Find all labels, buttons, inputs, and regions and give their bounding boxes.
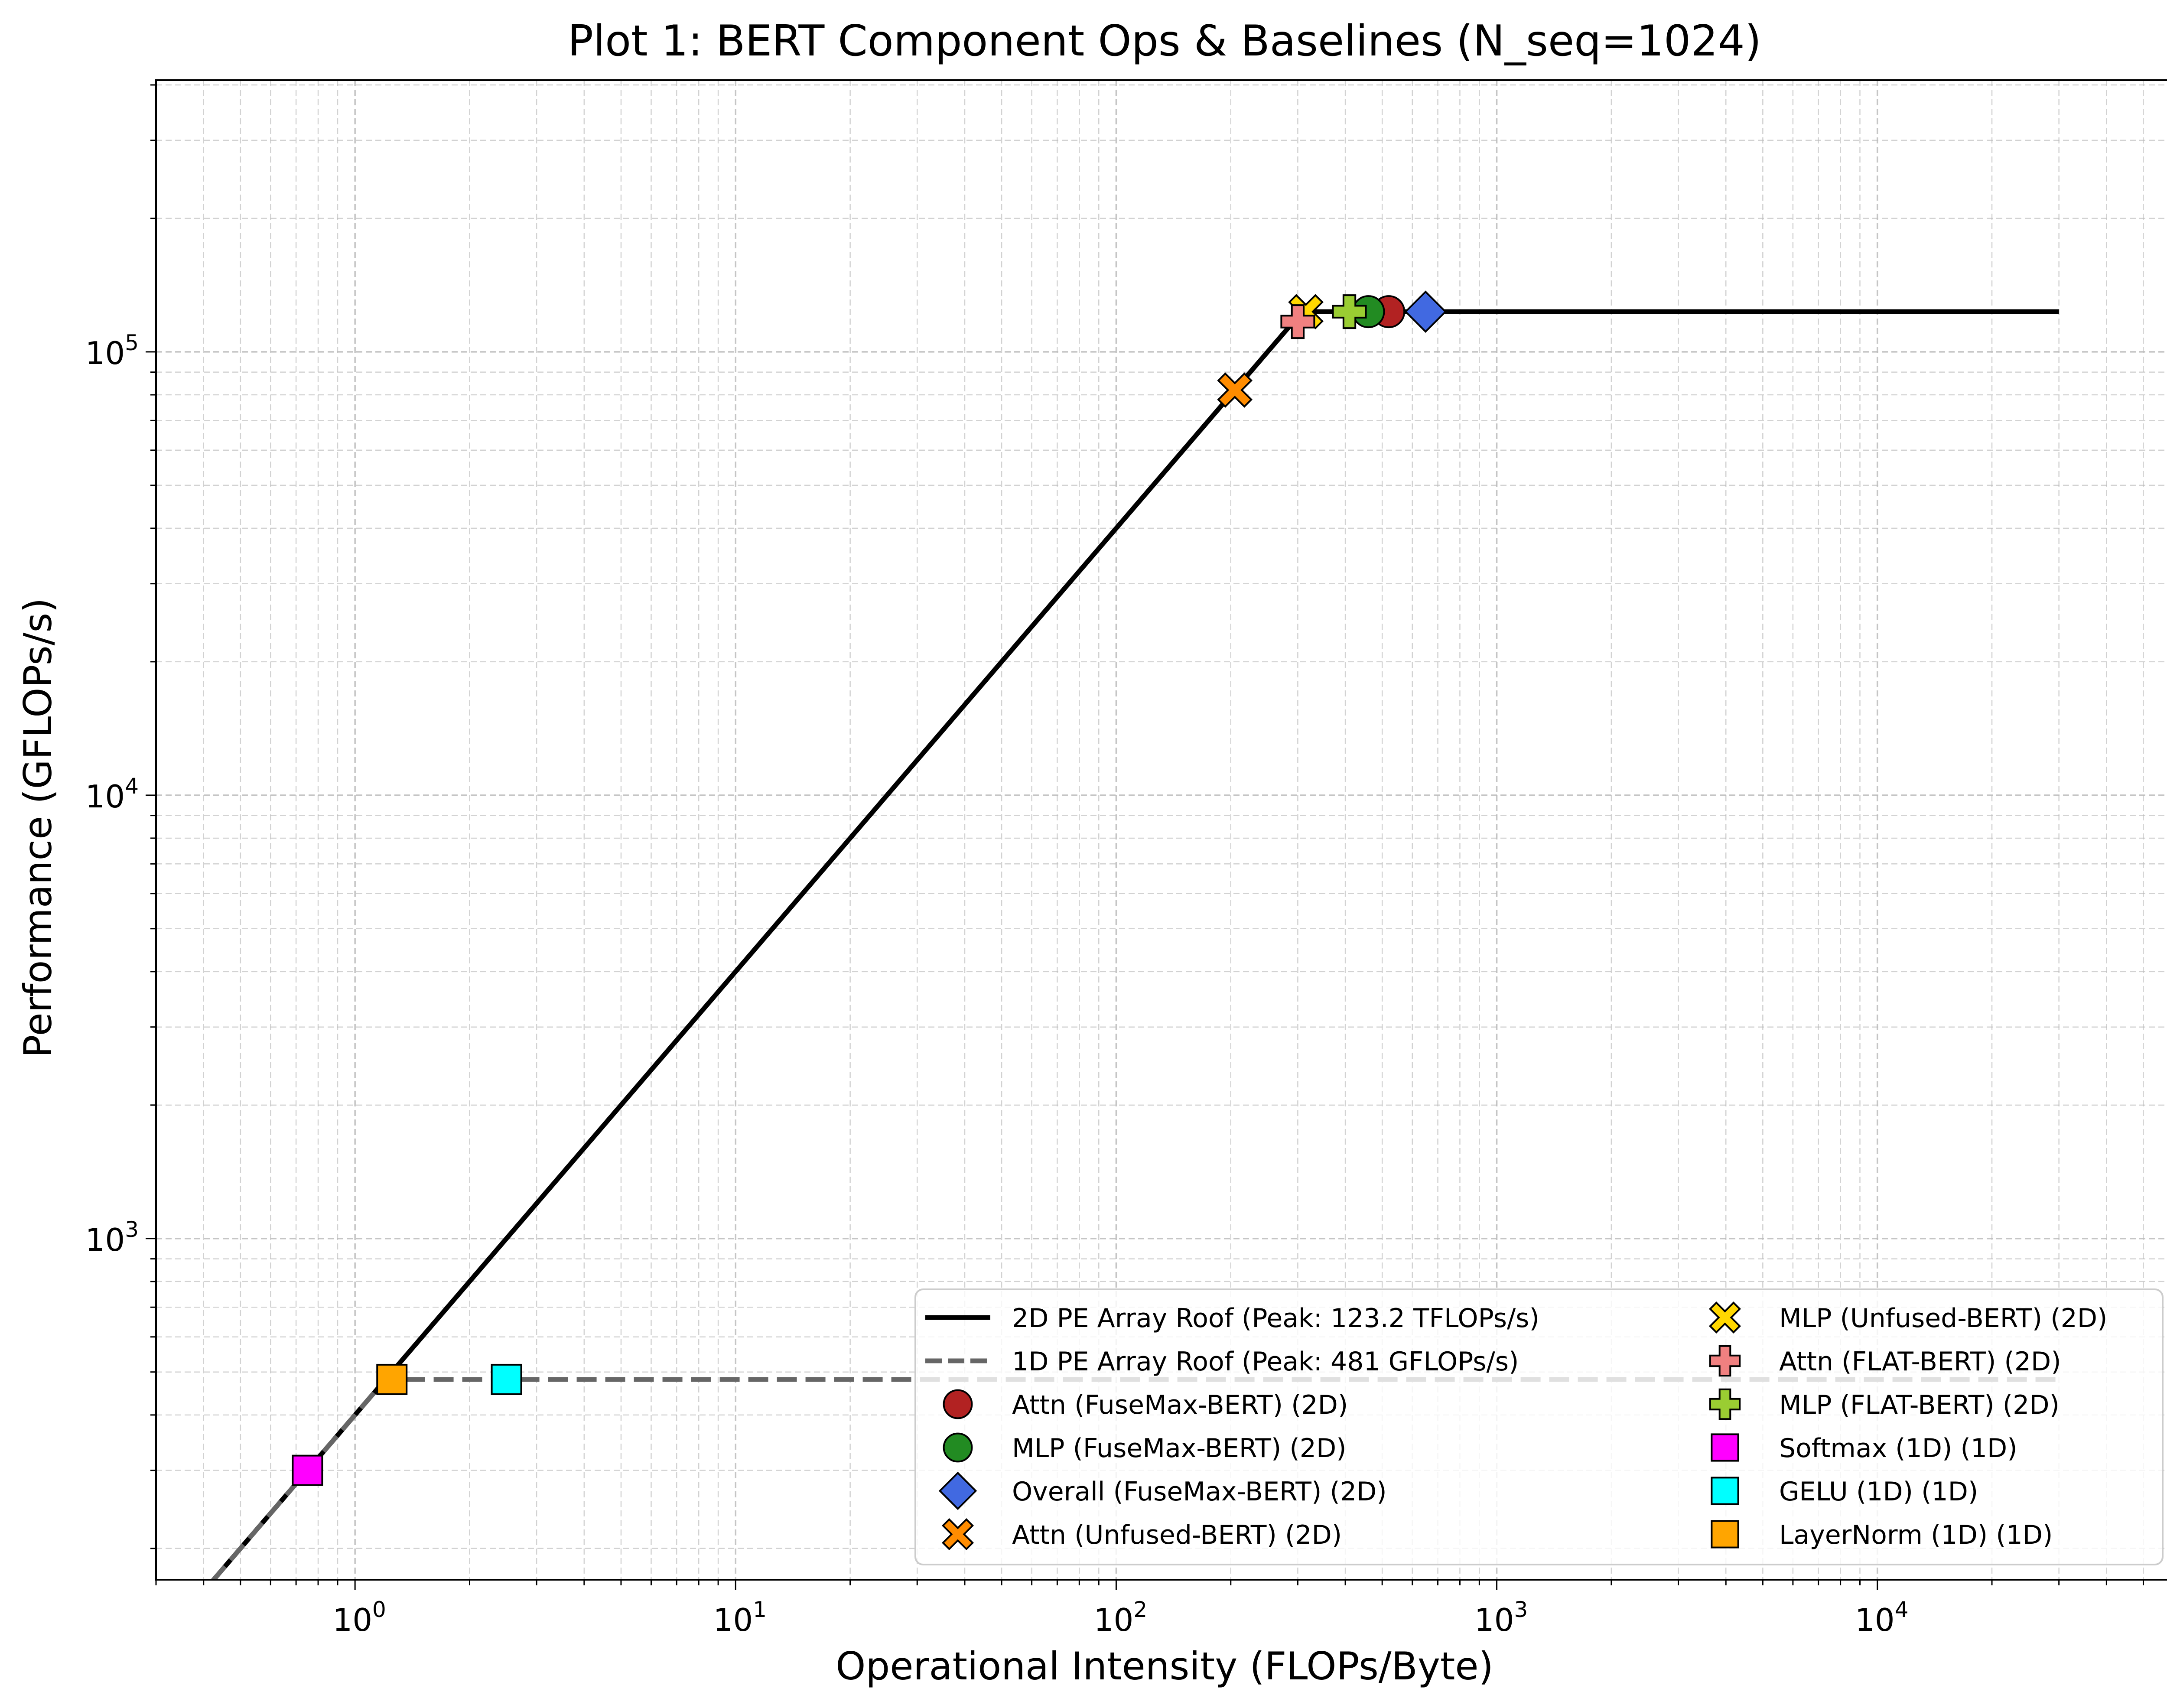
legend-label: 1D PE Array Roof (Peak: 481 GFLOPs/s) xyxy=(1012,1347,1519,1377)
x-tick-label: 100 xyxy=(332,1597,386,1638)
x-axis-label: Operational Intensity (FLOPs/Byte) xyxy=(836,1644,1493,1688)
legend-label: GELU (1D) (1D) xyxy=(1779,1477,1978,1507)
legend: 2D PE Array Roof (Peak: 123.2 TFLOPs/s) 1… xyxy=(914,1288,2164,1565)
marker-mlp-flat-bert-2d xyxy=(1332,294,1367,329)
legend-label: MLP (FuseMax-BERT) (2D) xyxy=(1012,1433,1347,1464)
legend-marker-softmax-1d-1d xyxy=(1711,1433,1739,1462)
legend-marker-mlp-unfused-bert-2d xyxy=(1708,1301,1741,1334)
y-axis-label: Performance (GFLOPs/s) xyxy=(16,598,60,1057)
legend-marker-mlp-flat-bert-2d xyxy=(1709,1388,1741,1420)
legend-label: Overall (FuseMax-BERT) (2D) xyxy=(1012,1477,1387,1507)
legend-marker-mlp-fusemax-bert-2d xyxy=(943,1432,973,1463)
marker-overall-fusemax-bert-2d xyxy=(1404,290,1447,333)
legend-label: 2D PE Array Roof (Peak: 123.2 TFLOPs/s) xyxy=(1012,1303,1539,1334)
legend-label: Attn (Unfused-BERT) (2D) xyxy=(1012,1520,1342,1550)
legend-label: Softmax (1D) (1D) xyxy=(1779,1433,2017,1464)
legend-label: MLP (Unfused-BERT) (2D) xyxy=(1779,1303,2107,1334)
legend-marker-gelu-1d-1d xyxy=(1711,1477,1739,1505)
legend-label: Attn (FLAT-BERT) (2D) xyxy=(1779,1347,2061,1377)
x-tick-label: 101 xyxy=(713,1597,767,1638)
x-tick-label: 103 xyxy=(1474,1597,1528,1638)
legend-marker-overall-fusemax-bert-2d xyxy=(938,1471,977,1510)
data-markers xyxy=(292,290,1447,1486)
legend-marker-attn-unfused-bert-2d xyxy=(941,1518,974,1551)
marker-attn-unfused-bert-2d xyxy=(1217,372,1253,408)
chart-title: Plot 1: BERT Component Ops & Baselines (… xyxy=(568,16,1761,66)
legend-marker-attn-fusemax-bert-2d xyxy=(943,1389,973,1419)
marker-gelu-1d-1d xyxy=(491,1363,522,1395)
legend-label: Attn (FuseMax-BERT) (2D) xyxy=(1012,1390,1348,1420)
marker-layernorm-1d-1d xyxy=(376,1363,408,1395)
x-tick-label: 104 xyxy=(1855,1597,1908,1638)
legend-marker-layernorm-1d-1d xyxy=(1711,1520,1739,1549)
marker-softmax-1d-1d xyxy=(292,1454,323,1486)
plot-frame xyxy=(155,79,2167,1581)
legend-marker-attn-flat-bert-2d xyxy=(1709,1345,1741,1377)
y-tick-label: 103 xyxy=(85,1217,139,1258)
x-tick-label: 102 xyxy=(1094,1597,1147,1638)
legend-box xyxy=(914,1288,2164,1565)
legend-label: LayerNorm (1D) (1D) xyxy=(1779,1520,2053,1550)
y-tick-label: 105 xyxy=(85,330,139,371)
y-tick-label: 104 xyxy=(85,774,139,815)
marker-attn-flat-bert-2d xyxy=(1280,304,1315,339)
axis-ticks: 100 101 102 103 104 103 104 105 xyxy=(85,84,2144,1638)
legend-label: MLP (FLAT-BERT) (2D) xyxy=(1779,1390,2060,1420)
